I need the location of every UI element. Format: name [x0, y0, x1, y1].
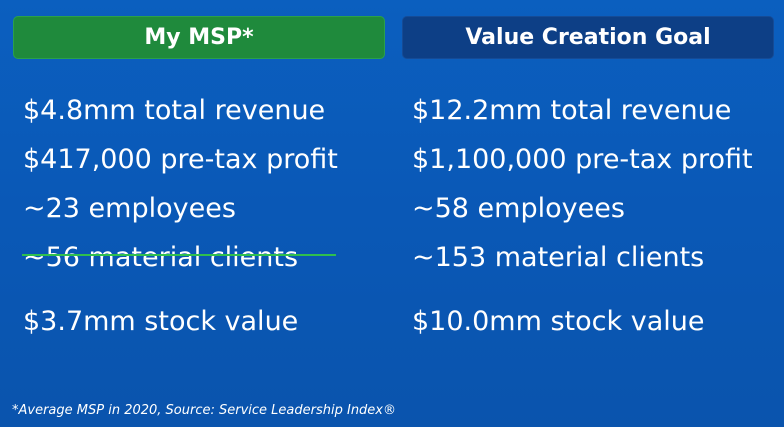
my-msp-stock-value: $3.7mm stock value — [23, 306, 299, 337]
goal-revenue: $12.2mm total revenue — [412, 95, 732, 126]
goal-stock-value: $10.0mm stock value — [412, 306, 705, 337]
goal-profit: $1,100,000 pre-tax profit — [412, 144, 753, 175]
my-msp-clients: ~56 material clients — [23, 242, 299, 273]
clients-underline — [22, 254, 336, 256]
footnote: *Average MSP in 2020, Source: Service Le… — [12, 403, 397, 418]
goal-clients: ~153 material clients — [412, 242, 705, 273]
goal-employees: ~58 employees — [412, 193, 625, 224]
my-msp-header: My MSP* — [13, 16, 385, 59]
my-msp-list: $4.8mm total revenue $417,000 pre-tax pr… — [13, 86, 385, 346]
value-creation-list: $12.2mm total revenue $1,100,000 pre-tax… — [402, 86, 774, 346]
my-msp-employees: ~23 employees — [23, 193, 236, 224]
my-msp-column: My MSP* $4.8mm total revenue $417,000 pr… — [13, 16, 385, 346]
my-msp-profit: $417,000 pre-tax profit — [23, 144, 338, 175]
my-msp-revenue: $4.8mm total revenue — [23, 95, 326, 126]
value-creation-header: Value Creation Goal — [402, 16, 774, 59]
value-creation-column: Value Creation Goal $12.2mm total revenu… — [402, 16, 774, 346]
